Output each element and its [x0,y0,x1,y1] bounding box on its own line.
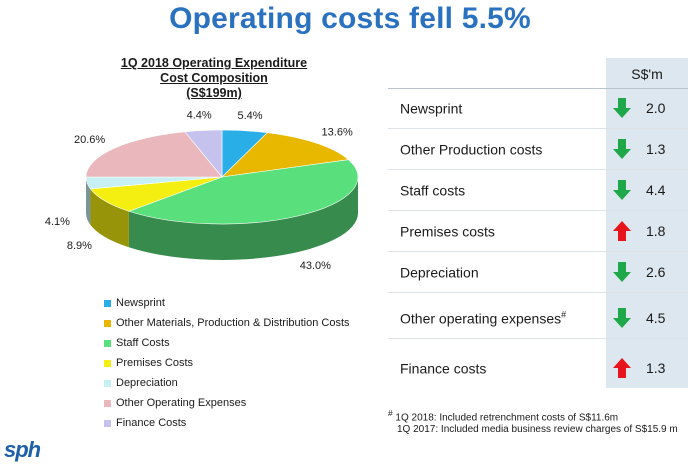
legend-item-premises-costs: Premises Costs [104,353,350,373]
chart-title-line-1: 1Q 2018 Operating Expenditure [120,56,308,70]
pie-slice [85,131,223,178]
row-divider [388,210,688,211]
legend-label: Other Operating Expenses [116,397,247,409]
row-value: 2.6 [646,264,666,280]
pie-value-label: 8.9% [67,240,92,252]
table-row: Premises costs 1.8 [388,211,688,252]
legend-swatch [104,319,111,327]
legend-swatch [104,339,111,347]
row-value: 1.3 [646,360,666,376]
arrow-icon [613,98,631,118]
pie-legend: Newsprint Other Materials, Production & … [104,293,350,433]
pie-value-label: 13.6% [322,127,353,139]
pie-value-label: 43.0% [300,260,331,272]
column-header: S$'m [631,66,663,82]
table-divider [388,88,688,89]
chart-title-line-3: (S$199m) [186,86,242,100]
legend-item-depreciation: Depreciation [104,373,350,393]
legend-label: Finance Costs [116,417,187,429]
footnote-line-1: # 1Q 2018: Included retrenchment costs o… [388,408,619,424]
pie-value-label: 5.4% [237,110,262,122]
chart-title-line-2: Cost Composition [160,71,268,85]
legend-item-other-operating: Other Operating Expenses [104,393,350,413]
row-label: Other Production costs [400,141,543,158]
pie-slice [127,159,359,225]
sph-logo: sph [4,437,41,462]
table-row: Depreciation 2.6 [388,252,688,293]
row-label: Other operating expenses# [400,309,567,327]
row-value: 1.3 [646,141,666,157]
row-divider [388,338,688,339]
pie-slice [184,129,223,178]
arrow-icon [613,308,631,328]
arrow-icon [613,358,631,378]
legend-item-other-materials: Other Materials, Production & Distributi… [104,313,350,333]
arrow-icon [613,262,631,282]
row-label: Depreciation [400,264,479,281]
row-label: Finance costs [400,360,487,377]
legend-item-finance-costs: Finance Costs [104,413,350,433]
pie-chart: 5.4% 13.6% 43.0% 8.9% 4.1% 20.6% 4.4% [45,110,359,272]
table-row: Staff costs 4.4 [388,170,688,211]
row-divider [388,251,688,252]
cost-change-table: S$'m Newsprint 2.0 Other Production cost… [388,58,688,388]
pie-value-label: 4.1% [45,216,70,228]
legend-label: Staff Costs [116,337,170,349]
arrow-icon [613,221,631,241]
row-divider [388,128,688,129]
pie-value-label: 20.6% [74,134,105,146]
legend-item-staff-costs: Staff Costs [104,333,350,353]
chart-title: 1Q 2018 Operating Expenditure Cost Compo… [84,56,344,101]
legend-item-newsprint: Newsprint [104,293,350,313]
pie-side [90,188,129,248]
legend-label: Premises Costs [116,357,194,369]
legend-label: Depreciation [116,377,178,389]
legend-swatch [104,379,111,387]
legend-swatch [104,359,111,367]
footnote: # 1Q 2018: Included retrenchment costs o… [388,407,678,436]
row-divider [388,169,688,170]
legend-label: Newsprint [116,297,165,309]
row-value: 4.4 [646,182,666,198]
pie-side [128,177,358,260]
row-divider [388,292,688,293]
legend-swatch [104,419,111,427]
table-row: Newsprint 2.0 [388,88,688,129]
table-row: Other Production costs 1.3 [388,129,688,170]
pie-side [86,177,91,225]
row-value: 4.5 [646,310,666,326]
row-value: 1.8 [646,223,666,239]
row-label: Staff costs [400,182,466,199]
slide-title: Operating costs fell 5.5% [169,2,531,35]
legend-swatch [104,299,111,307]
row-value: 2.0 [646,100,666,116]
row-label: Premises costs [400,223,495,240]
pie-sides [86,177,358,260]
footnote-line-2: 1Q 2017: Included media business review … [397,424,678,436]
table-row: Finance costs 1.3 [388,348,688,388]
arrow-icon [613,180,631,200]
legend-label: Other Materials, Production & Distributi… [116,317,350,329]
arrow-icon [613,139,631,159]
legend-swatch [104,399,111,407]
row-label: Newsprint [400,100,463,117]
pie-slice [221,132,350,178]
table-row: Other operating expenses# 4.5 [388,298,688,339]
pie-value-label: 4.4% [187,110,212,122]
